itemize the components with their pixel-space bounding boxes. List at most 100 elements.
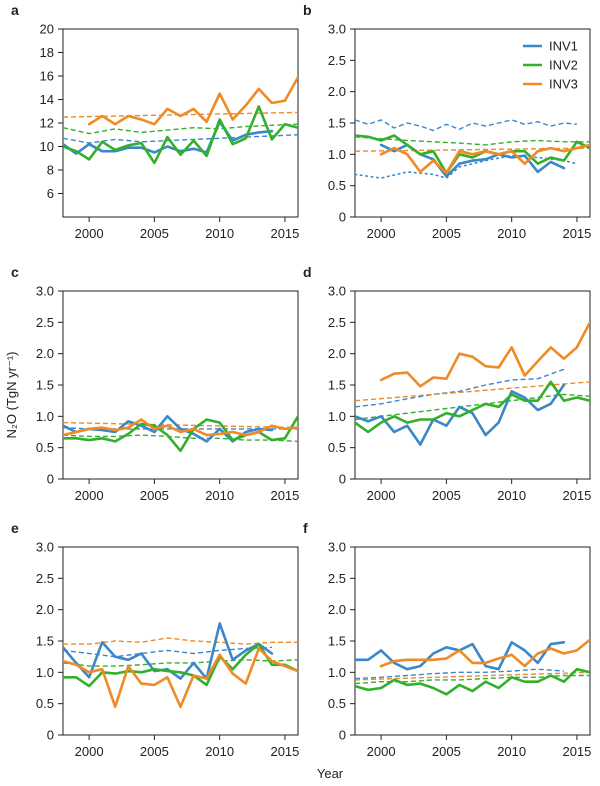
- x-tick-label: 2005: [140, 744, 169, 759]
- x-tick-label: 2015: [562, 488, 591, 503]
- y-tick-label: 1.5: [328, 378, 346, 393]
- series-inv3-dashed-line: [355, 381, 590, 402]
- series-inv2-solid-line: [355, 134, 590, 175]
- series-inv3-solid-line: [379, 320, 590, 388]
- y-tick-label: 10: [40, 139, 54, 154]
- x-tick-label: 2005: [140, 226, 169, 241]
- y-axis-title: N₂O (TgN yr⁻¹): [4, 351, 19, 438]
- series-inv3-dashed-line: [63, 111, 298, 118]
- panel-a: a 6 8 10 12 14 16 18 20 2000 2005 2010 2015: [11, 2, 299, 241]
- y-tick-label: 2.5: [36, 315, 54, 330]
- series-group: [63, 414, 298, 453]
- series-inv3-solid-line: [379, 143, 590, 175]
- series-inv2-solid-line: [355, 667, 590, 696]
- panel-b: b 0 0.5 1.0 1.5 2.0 2.5 3.0 2000 2005 2010 2015: [303, 2, 591, 241]
- panel-label: b: [303, 2, 312, 18]
- series-inv3-solid-line: [379, 638, 590, 668]
- y-tick-label: 18: [40, 45, 54, 60]
- y-tick-label: 16: [40, 69, 54, 84]
- x-tick-label: 2010: [497, 744, 526, 759]
- y-tick-label: 1.0: [36, 409, 54, 424]
- x-tick-label: 2010: [205, 744, 234, 759]
- y-tick-label: 2.0: [328, 346, 346, 361]
- panel-f: f 0 0.5 1.0 1.5 2.0 2.5 3.0 2000 2005 2010 2015: [303, 520, 591, 759]
- y-tick-label: 1.5: [36, 634, 54, 649]
- y-tick-label: 1.5: [328, 116, 346, 131]
- x-tick-label: 2000: [367, 226, 396, 241]
- panel-label: d: [303, 264, 312, 280]
- x-tick-label: 2010: [205, 488, 234, 503]
- y-tick-label: 3.0: [328, 284, 346, 299]
- plot-frame: [354, 546, 591, 736]
- y-tick-label: 2.5: [328, 315, 346, 330]
- panel-label: f: [303, 520, 308, 536]
- y-tick-label: 2.0: [328, 84, 346, 99]
- y-tick-label: 12: [40, 116, 54, 131]
- y-tick-label: 2.0: [36, 602, 54, 617]
- y-tick-label: 0: [47, 728, 54, 743]
- y-tick-label: 0: [339, 472, 346, 487]
- y-tick-label: 3.0: [328, 22, 346, 37]
- legend-label-inv2: INV2: [549, 58, 578, 73]
- series-inv1-solid-line: [355, 383, 566, 446]
- y-tick-label: 2.5: [36, 571, 54, 586]
- panel-d: d 0 0.5 1.0 1.5 2.0 2.5 3.0 2000 2005 2010 2015: [303, 264, 591, 503]
- y-axis-title-text: N₂O (TgN yr⁻¹): [4, 351, 19, 438]
- x-tick-label: 2015: [562, 744, 591, 759]
- x-tick-label: 2005: [140, 488, 169, 503]
- series-inv1-dashed-line: [355, 668, 564, 680]
- series-inv1-dashed-line: [355, 368, 565, 408]
- series-group: [63, 75, 298, 165]
- x-tick-label: 2000: [75, 488, 104, 503]
- panel-label: e: [11, 520, 19, 536]
- series-inv3-solid-line: [63, 647, 298, 709]
- legend: INV1 INV2 INV3: [523, 39, 578, 92]
- series-inv3-solid-line: [87, 75, 298, 126]
- y-tick-label: 3.0: [36, 540, 54, 555]
- y-tick-label: 0: [339, 210, 346, 225]
- legend-label-inv1: INV1: [549, 39, 578, 54]
- y-tick-label: 3.0: [36, 284, 54, 299]
- panel-label: a: [11, 2, 19, 18]
- x-tick-label: 2000: [367, 488, 396, 503]
- x-tick-label: 2005: [432, 488, 461, 503]
- y-tick-label: 1.5: [36, 378, 54, 393]
- series-inv2-solid-line: [63, 414, 298, 453]
- series-inv1-dashed-line: [355, 119, 577, 132]
- x-tick-label: 2000: [75, 226, 104, 241]
- y-tick-label: 0.5: [36, 696, 54, 711]
- plot-frame: [62, 28, 299, 218]
- y-tick-label: 0.5: [328, 178, 346, 193]
- y-tick-label: 3.0: [328, 540, 346, 555]
- series-inv1-dashed-line: [63, 134, 298, 144]
- y-tick-label: 2.5: [328, 571, 346, 586]
- y-tick-label: 20: [40, 22, 54, 37]
- x-tick-label: 2015: [270, 488, 299, 503]
- x-tick-label: 2005: [432, 744, 461, 759]
- x-axis-title: Year: [317, 766, 344, 781]
- series-inv2-dashed-line: [63, 123, 298, 135]
- y-tick-label: 0.5: [36, 440, 54, 455]
- x-tick-label: 2010: [205, 226, 234, 241]
- x-tick-label: 2000: [367, 744, 396, 759]
- x-tick-label: 2000: [75, 744, 104, 759]
- y-tick-label: 14: [40, 92, 54, 107]
- y-tick-label: 1.0: [328, 147, 346, 162]
- series-inv2-solid-line: [355, 380, 590, 434]
- y-tick-label: 0: [47, 472, 54, 487]
- panel-e: e 0 0.5 1.0 1.5 2.0 2.5 3.0 2000 2005 2010 2015: [11, 520, 299, 759]
- y-tick-label: 8: [47, 163, 54, 178]
- y-tick-label: 1.0: [328, 665, 346, 680]
- series-group: [63, 622, 298, 709]
- series-inv2-solid-line: [63, 105, 298, 165]
- panel-label: c: [11, 264, 19, 280]
- panels: a 6 8 10 12 14 16 18 20 2000 2005 2010 2015 b 0 0.5 1.0 1…: [11, 2, 591, 759]
- y-tick-label: 2.0: [328, 602, 346, 617]
- series-group: [355, 119, 590, 179]
- y-tick-label: 1.0: [328, 409, 346, 424]
- y-tick-label: 1.5: [328, 634, 346, 649]
- x-tick-label: 2015: [270, 744, 299, 759]
- y-tick-label: 0.5: [328, 696, 346, 711]
- y-tick-label: 0: [339, 728, 346, 743]
- series-inv2-dashed-line: [63, 434, 298, 443]
